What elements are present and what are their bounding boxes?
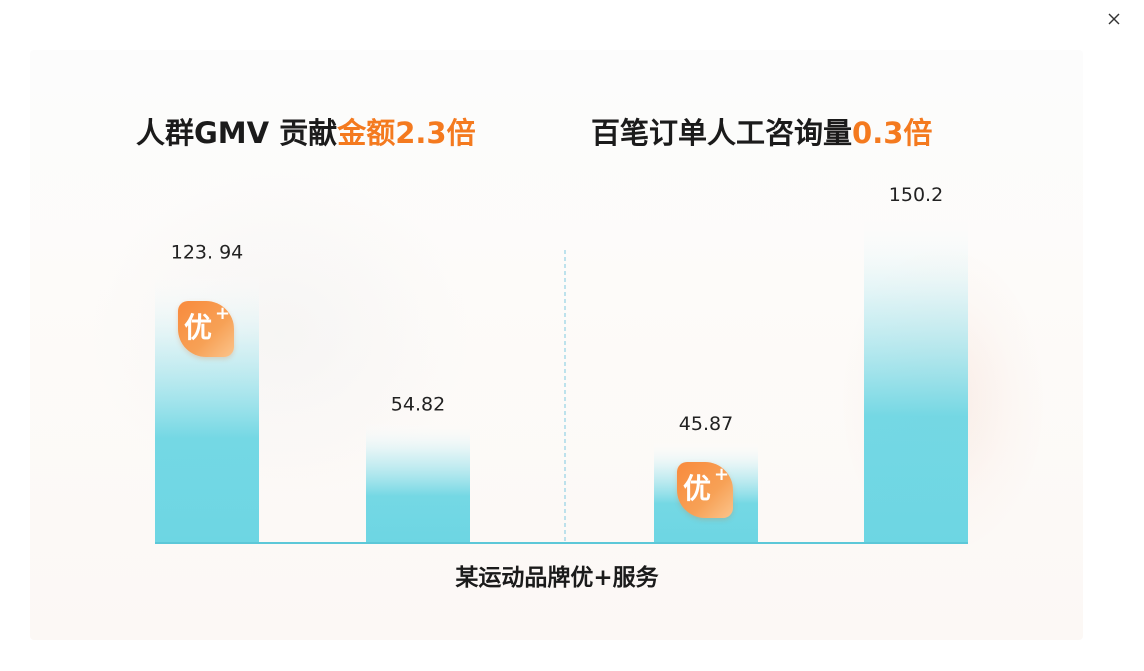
chart-caption: 某运动品牌优+服务 (455, 565, 659, 591)
chart-title-left: 人群GMV 贡献金额2.3倍 (136, 110, 476, 152)
badge-plus: + (714, 464, 730, 486)
youplus-badge-icon: 优 + (178, 300, 234, 357)
close-button[interactable] (1104, 9, 1124, 29)
close-icon (1104, 9, 1124, 29)
data-label-1-1: 123. 94 (171, 242, 244, 264)
youplus-badge-icon: 优 + (677, 462, 733, 519)
chart-title-right-highlight: 0.3倍 (852, 116, 933, 150)
chart-title-left-highlight: 金额2.3倍 (337, 116, 476, 150)
chart-title-left-prefix: 人群GMV 贡献 (136, 116, 338, 150)
chart-title-right-prefix: 百笔订单人工咨询量 (591, 116, 853, 150)
chart-title-right: 百笔订单人工咨询量0.3倍 (591, 110, 932, 152)
badge-plus: + (215, 302, 231, 324)
data-label-2-2: 150.2 (889, 184, 943, 206)
data-label-1-2: 54.82 (391, 394, 445, 416)
data-label-2-1: 45.87 (679, 413, 733, 435)
badge-text: 优 (683, 472, 712, 506)
bar-2-2 (864, 212, 968, 542)
bar-1-2 (366, 421, 470, 542)
badge-text: 优 (184, 310, 213, 344)
